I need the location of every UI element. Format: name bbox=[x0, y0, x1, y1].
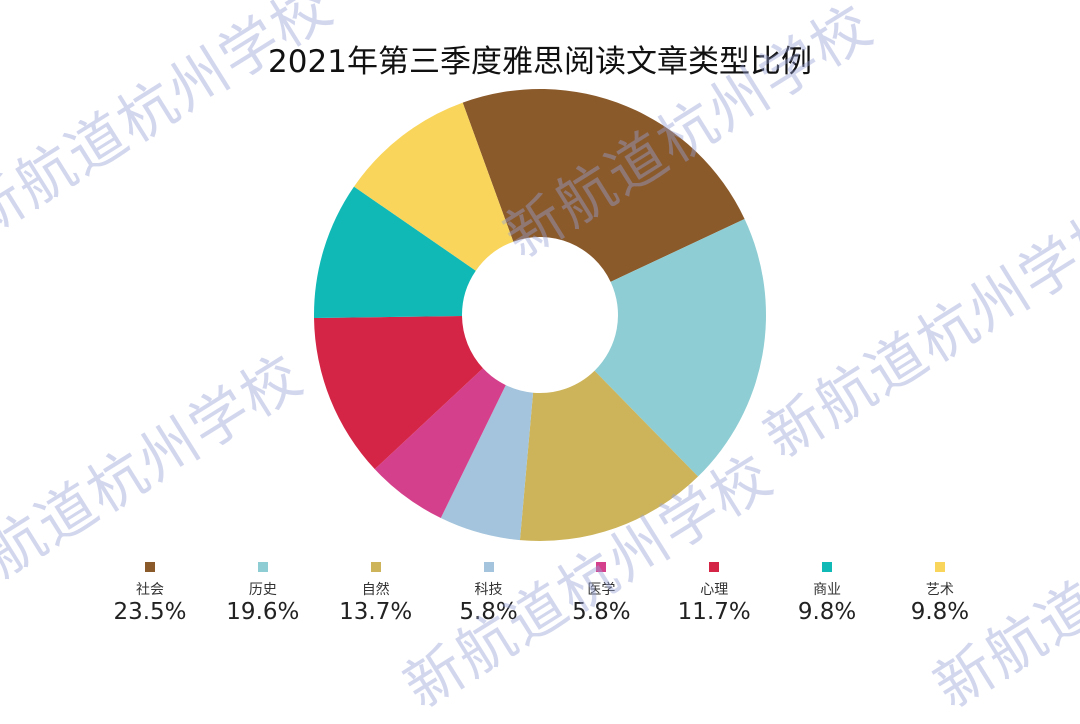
donut-slice bbox=[594, 218, 766, 477]
legend-item: 商业 9.8% bbox=[772, 562, 882, 625]
legend-value: 5.8% bbox=[459, 599, 518, 625]
donut-slice bbox=[519, 370, 699, 541]
donut-slice bbox=[440, 385, 534, 541]
legend-item: 自然 13.7% bbox=[321, 562, 431, 625]
donut-slice bbox=[374, 368, 506, 519]
legend-item: 艺术 9.8% bbox=[885, 562, 995, 625]
donut-chart bbox=[314, 88, 766, 541]
legend-value: 9.8% bbox=[910, 599, 970, 625]
legend-value: 23.5% bbox=[113, 599, 187, 625]
chart-title: 2021年第三季度雅思阅读文章类型比例 bbox=[268, 44, 812, 80]
legend-label: 社会 bbox=[136, 582, 164, 598]
legend-item: 历史 19.6% bbox=[208, 562, 318, 625]
legend-label: 艺术 bbox=[925, 582, 954, 598]
donut-slice bbox=[354, 102, 514, 271]
legend-swatch bbox=[257, 562, 268, 572]
legend-value: 11.7% bbox=[677, 599, 751, 625]
donut-slice bbox=[314, 316, 483, 470]
legend-value: 19.6% bbox=[226, 599, 300, 625]
legend-swatch bbox=[145, 562, 155, 572]
chart-legend: 社会 23.5% 历史 19.6% 自然 13.7% 科技 5.8% 医学 5.8% 心理 11.7%… bbox=[95, 562, 995, 625]
legend-item: 心理 11.7% bbox=[659, 562, 769, 625]
legend-item: 医学 5.8% bbox=[546, 562, 656, 625]
legend-label: 历史 bbox=[248, 582, 277, 598]
legend-value: 5.8% bbox=[572, 599, 631, 625]
legend-label: 科技 bbox=[474, 582, 503, 598]
legend-swatch bbox=[934, 562, 945, 572]
legend-item: 科技 5.8% bbox=[434, 562, 544, 625]
legend-item: 社会 23.5% bbox=[95, 562, 205, 625]
legend-swatch bbox=[596, 562, 607, 572]
legend-value: 9.8% bbox=[797, 599, 857, 625]
legend-label: 心理 bbox=[700, 582, 729, 598]
legend-value: 13.7% bbox=[339, 599, 413, 625]
legend-label: 自然 bbox=[361, 582, 390, 598]
legend-swatch bbox=[483, 562, 494, 572]
legend-label: 医学 bbox=[587, 582, 616, 598]
donut-slice bbox=[462, 88, 745, 282]
legend-label: 商业 bbox=[813, 582, 842, 598]
donut-slice bbox=[314, 186, 476, 319]
legend-swatch bbox=[709, 562, 720, 572]
legend-swatch bbox=[822, 562, 833, 572]
legend-swatch bbox=[370, 562, 381, 572]
